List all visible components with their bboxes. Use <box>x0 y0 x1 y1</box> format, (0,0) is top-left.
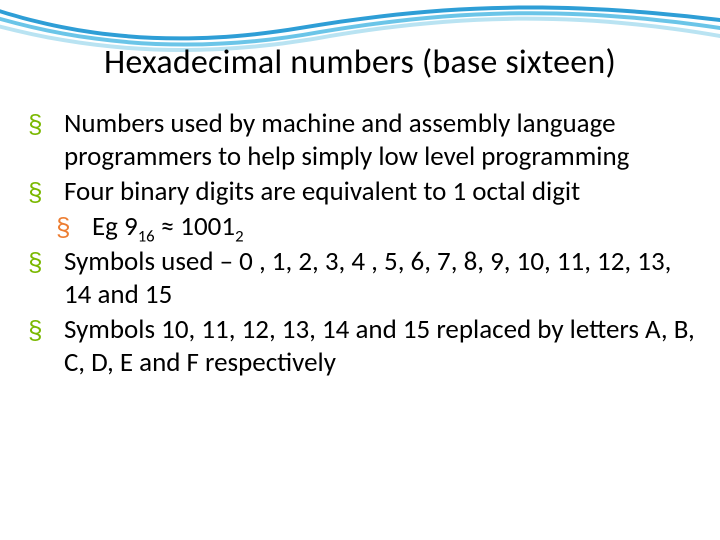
eg-prefix: Eg 9 <box>92 210 138 243</box>
slide-title: Hexadecimal numbers (base sixteen) <box>0 42 720 83</box>
eg-sub1: 16 <box>138 226 155 246</box>
slide-body: Numbers used by machine and assembly lan… <box>28 108 700 382</box>
bullet-2a: Eg 916 ≈ 10012 <box>28 211 700 244</box>
eg-sub2: 2 <box>235 226 243 246</box>
slide: Hexadecimal numbers (base sixteen) Numbe… <box>0 0 720 540</box>
bullet-4: Symbols 10, 11, 12, 13, 14 and 15 replac… <box>28 314 700 380</box>
bullet-3: Symbols used – 0 , 1, 2, 3, 4 , 5, 6, 7,… <box>28 246 700 312</box>
eg-mid: ≈ 1001 <box>155 210 235 243</box>
bullet-2: Four binary digits are equivalent to 1 o… <box>28 176 700 209</box>
bullet-1: Numbers used by machine and assembly lan… <box>28 108 700 174</box>
